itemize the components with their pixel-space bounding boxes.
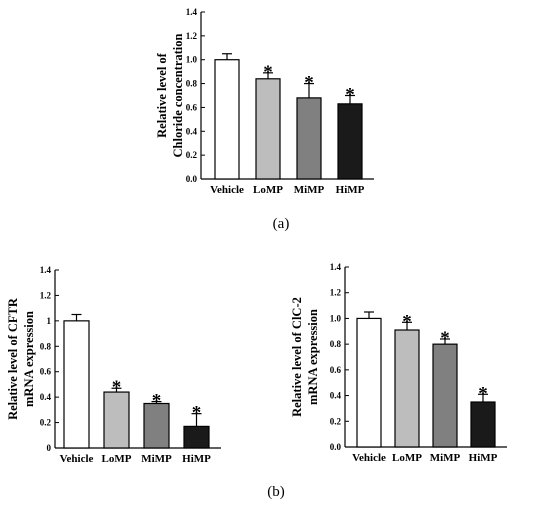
y-tick-label: 0.2 <box>186 150 198 160</box>
y-tick-label: 0.6 <box>40 367 52 377</box>
y-tick-label: 1.0 <box>186 55 198 65</box>
y-tick-label: 0.6 <box>330 365 342 375</box>
y-tick-label: 0.0 <box>330 442 342 452</box>
y-tick-label: 0.0 <box>186 174 198 184</box>
y-tick-label: 0.8 <box>330 339 342 349</box>
y-axis-label: mRNA expression <box>22 311 36 407</box>
category-label: MiMP <box>294 184 325 196</box>
category-label: Vehicle <box>352 452 386 464</box>
y-tick-label: 0.2 <box>40 418 52 428</box>
y-tick-label: 1.2 <box>40 290 52 300</box>
panel-label-a: (a) <box>273 216 290 232</box>
y-tick-label: 0.6 <box>186 102 198 112</box>
significance-star: * <box>402 311 412 332</box>
category-label: MiMP <box>141 453 172 465</box>
significance-star: * <box>112 377 122 398</box>
significance-star: * <box>478 383 488 404</box>
y-tick-label: 1.2 <box>330 288 342 298</box>
y-tick-label: 0.8 <box>40 341 52 351</box>
bar <box>394 329 420 448</box>
y-tick-label: 0.4 <box>40 392 52 402</box>
y-tick-label: 1.4 <box>40 265 52 275</box>
y-tick-label: 0.2 <box>330 416 342 426</box>
bar <box>214 59 240 180</box>
y-tick-label: 1.2 <box>186 31 198 41</box>
y-tick-label: 1.4 <box>330 262 342 272</box>
bar <box>143 402 170 449</box>
y-axis-label: Relative level of <box>155 52 169 138</box>
panel-label-b: (b) <box>267 484 285 500</box>
y-axis-label: Chloride concentration <box>171 33 185 157</box>
category-label: MiMP <box>430 452 461 464</box>
significance-star: * <box>304 73 314 94</box>
y-tick-label: 1.0 <box>330 313 342 323</box>
category-label: HiMP <box>336 184 365 196</box>
significance-star: * <box>263 62 273 83</box>
chart-0: 0.0 0.2 0.4 0.6 0.8 1.0 1.2 1.4 Vehicle * LoMP * MiM… <box>155 7 374 196</box>
category-label: HiMP <box>182 453 211 465</box>
category-label: Vehicle <box>60 453 94 465</box>
significance-star: * <box>440 328 450 349</box>
bar <box>432 343 458 448</box>
y-tick-label: 1 <box>47 316 52 326</box>
y-tick-label: 1.4 <box>186 7 198 17</box>
category-label: LoMP <box>102 453 132 465</box>
significance-star: * <box>192 403 202 424</box>
y-axis-label: Relative level of ClC-2 <box>290 297 304 417</box>
bar <box>183 425 210 449</box>
y-tick-label: 0.8 <box>186 79 198 89</box>
category-label: LoMP <box>253 184 283 196</box>
y-tick-label: 0 <box>47 443 52 453</box>
bar <box>103 391 130 449</box>
category-label: Vehicle <box>210 184 244 196</box>
bar <box>356 317 382 448</box>
y-tick-label: 0.4 <box>186 126 198 136</box>
bar <box>296 97 322 180</box>
bar <box>255 78 281 180</box>
significance-star: * <box>345 85 355 106</box>
bar <box>337 103 363 180</box>
chart-2: 0.0 0.2 0.4 0.6 0.8 1.0 1.2 1.4 Vehicle * LoMP * MiM… <box>290 262 507 464</box>
bar <box>63 320 90 449</box>
y-tick-label: 0.4 <box>330 391 342 401</box>
chart-1: 0 0.2 0.4 0.6 0.8 1 1.2 1.4 Vehicle * LoMP * MiMP * Hi… <box>6 265 221 465</box>
y-axis-label: Relative level of CFTR <box>6 297 20 420</box>
category-label: HiMP <box>469 452 498 464</box>
bar <box>470 401 496 448</box>
significance-star: * <box>152 391 162 412</box>
y-axis-label: mRNA expression <box>306 309 320 405</box>
category-label: LoMP <box>392 452 422 464</box>
